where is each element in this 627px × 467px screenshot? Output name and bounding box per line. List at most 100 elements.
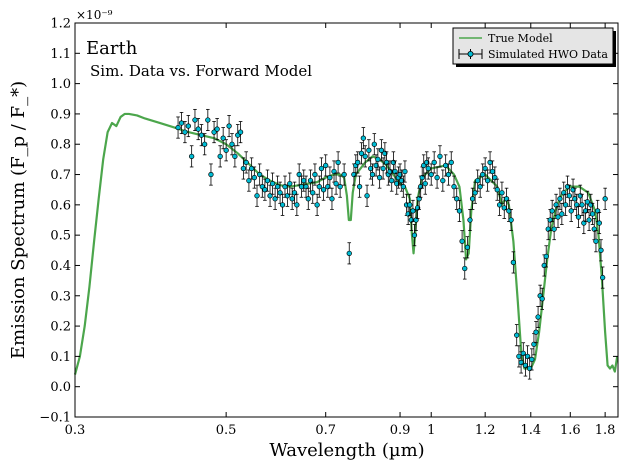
data-point [454, 187, 460, 210]
data-marker [369, 171, 376, 178]
data-point [602, 187, 608, 210]
data-point [584, 190, 591, 213]
data-marker [366, 147, 372, 153]
data-point [318, 157, 325, 180]
data-marker [360, 135, 366, 141]
data-marker [425, 165, 431, 172]
data-marker [584, 199, 591, 205]
x-tick-label: 1.2 [475, 423, 496, 438]
data-marker [555, 214, 561, 220]
data-point [264, 169, 271, 192]
data-marker [579, 202, 585, 208]
data-marker [314, 202, 320, 208]
data-marker [195, 126, 201, 132]
data-point [175, 116, 181, 139]
data-point [533, 321, 539, 344]
data-marker [586, 217, 592, 223]
data-point [320, 178, 327, 201]
data-point [217, 145, 223, 168]
data-point [499, 181, 505, 204]
data-marker [178, 120, 185, 126]
data-point [251, 166, 257, 189]
data-point [425, 157, 431, 180]
data-point [323, 154, 329, 177]
data-point [598, 239, 604, 262]
legend-data-swatch [458, 49, 483, 59]
data-marker [237, 129, 244, 135]
data-point [484, 169, 491, 192]
data-marker [589, 211, 596, 217]
data-marker [305, 196, 311, 202]
y-tick-label: 0.4 [50, 259, 71, 274]
legend-data-label: Simulated HWO Data [488, 48, 608, 61]
data-point [310, 181, 316, 204]
data-point [549, 199, 555, 222]
data-marker [320, 187, 327, 193]
data-point [279, 193, 286, 216]
data-point [356, 175, 363, 198]
x-tick-label: 0.7 [315, 423, 336, 438]
data-point [389, 169, 395, 192]
data-marker [557, 196, 563, 202]
x-tick-label: 1.4 [520, 423, 541, 438]
data-point [464, 236, 471, 259]
data-point [421, 154, 427, 177]
data-point [390, 151, 397, 174]
data-point [189, 145, 195, 168]
data-point [589, 202, 596, 225]
y-tick-label: 1.0 [50, 77, 71, 92]
data-point [588, 193, 594, 216]
data-marker [368, 165, 374, 172]
data-point [402, 160, 408, 183]
data-point [410, 199, 416, 222]
data-marker [358, 150, 365, 156]
y-tick-label: 0.2 [50, 320, 71, 335]
data-point [566, 184, 573, 207]
data-marker [566, 193, 573, 199]
data-point [434, 166, 440, 189]
data-point [543, 245, 549, 268]
data-point [287, 172, 293, 195]
data-marker [182, 129, 188, 135]
data-marker [341, 171, 347, 178]
y-tick-label: 1.2 [50, 17, 71, 32]
data-point [371, 133, 377, 156]
data-point [559, 202, 565, 225]
data-marker [421, 162, 427, 169]
data-point [376, 166, 383, 189]
data-marker [411, 232, 418, 238]
data-marker [410, 208, 416, 214]
data-point [362, 145, 368, 168]
y-tick-label: −0.1 [39, 411, 71, 426]
data-point [182, 121, 188, 144]
data-point [346, 242, 352, 265]
data-point [496, 193, 503, 216]
data-marker [175, 124, 181, 131]
data-marker [389, 177, 395, 184]
data-point [267, 184, 273, 207]
x-tick-label: 0.3 [65, 423, 86, 438]
data-marker [510, 259, 517, 266]
data-point [257, 163, 263, 186]
data-marker [185, 123, 191, 129]
data-point [214, 118, 220, 141]
data-point [208, 163, 214, 186]
legend-box [452, 27, 614, 65]
data-point [305, 187, 311, 210]
data-marker [335, 159, 341, 166]
data-point [329, 187, 335, 210]
data-point [600, 266, 606, 289]
data-marker [202, 141, 208, 147]
y-multiplier-label: ×10⁻⁹ [76, 8, 113, 22]
data-point [294, 193, 300, 216]
data-marker [232, 153, 238, 160]
data-point [562, 193, 569, 216]
data-marker [217, 153, 223, 160]
data-point [226, 115, 232, 138]
data-marker [327, 174, 333, 181]
data-point [341, 163, 347, 186]
data-point [366, 139, 372, 162]
y-tick-label: 0.9 [50, 107, 71, 122]
data-marker [459, 238, 465, 244]
x-tick-label: 1 [427, 423, 435, 438]
